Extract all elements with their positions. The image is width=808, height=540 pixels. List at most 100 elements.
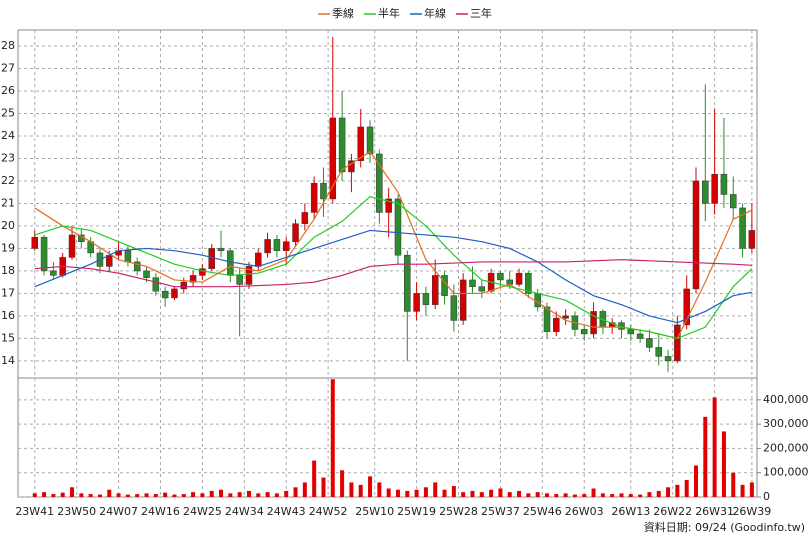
- candle-body: [590, 311, 597, 335]
- candle-body: [180, 281, 188, 290]
- candle-body: [236, 275, 243, 285]
- volume-bar: [293, 487, 298, 497]
- volume-bar: [647, 492, 652, 497]
- y-tick-label: 23: [1, 151, 15, 164]
- candle-body: [525, 272, 532, 294]
- volume-bar: [563, 493, 568, 497]
- y-tick-label: 14: [1, 354, 15, 367]
- y-tick-label: 20: [1, 219, 15, 232]
- y-tick-label: 18: [1, 264, 15, 277]
- volume-bar: [60, 492, 65, 497]
- volume-bar: [246, 490, 251, 497]
- candle-body: [357, 126, 364, 161]
- volume-bar: [153, 494, 158, 497]
- candle-body: [366, 126, 374, 155]
- y-tick-label: 22: [1, 174, 15, 187]
- volume-bar: [116, 493, 121, 497]
- candle-body: [68, 234, 76, 258]
- volume-bar: [423, 487, 428, 497]
- x-tick-label: 26W39: [732, 505, 771, 518]
- volume-bar: [666, 487, 671, 497]
- volume-bar: [395, 489, 400, 497]
- candle-body: [143, 270, 150, 278]
- x-tick-label: 24W16: [141, 505, 180, 518]
- candle-body: [450, 295, 458, 321]
- candle-body: [320, 182, 327, 200]
- volume-bar: [349, 482, 354, 497]
- candle-body: [422, 293, 430, 305]
- volume-bar: [479, 492, 484, 497]
- ma-line: [34, 196, 753, 340]
- volume-bar: [107, 489, 112, 497]
- volume-bar: [163, 492, 168, 497]
- candle-body: [106, 254, 113, 267]
- volume-bar: [591, 488, 596, 497]
- volume-bar: [638, 494, 643, 497]
- candle-body: [376, 153, 383, 213]
- y-tick-label: 28: [1, 39, 15, 52]
- volume-bar: [209, 490, 214, 497]
- y-tick-label: 21: [1, 196, 15, 209]
- candle-body: [506, 279, 513, 285]
- legend-label: 半年: [378, 6, 400, 20]
- candle-body: [40, 236, 48, 272]
- volume-bar: [693, 465, 698, 497]
- candle-body: [627, 329, 635, 335]
- volume-bar: [461, 492, 466, 497]
- candle-body: [469, 279, 476, 287]
- legend-label: 三年: [470, 6, 492, 20]
- ma-line: [34, 259, 752, 288]
- x-tick-label: 25W28: [439, 505, 478, 518]
- volume-bar: [582, 494, 587, 497]
- y2-tick-label: 300,000: [763, 417, 808, 430]
- volume-bar: [610, 494, 615, 497]
- candle-body: [748, 230, 756, 249]
- candle-body: [385, 198, 392, 213]
- volume-bar: [414, 489, 419, 497]
- volume-bar: [442, 489, 447, 497]
- candle-body: [217, 248, 225, 251]
- volume-bar: [526, 493, 531, 497]
- x-tick-label: 26W03: [565, 505, 604, 518]
- candle-body: [208, 248, 215, 269]
- volume-bar: [554, 494, 559, 497]
- volume-bar: [703, 416, 708, 497]
- volume-bar: [144, 493, 149, 497]
- candle-body: [227, 250, 234, 276]
- candle-body: [199, 268, 206, 276]
- candle-body: [730, 194, 737, 209]
- volume-bar: [70, 487, 75, 497]
- candle-body: [394, 198, 402, 256]
- candle-body: [50, 270, 57, 276]
- candle-body: [553, 317, 560, 332]
- volume-bar: [572, 494, 577, 497]
- y-tick-label: 26: [1, 84, 15, 97]
- candle-body: [255, 252, 262, 267]
- x-tick-label: 26W13: [611, 505, 650, 518]
- volume-bar: [79, 493, 84, 497]
- volume-bar: [42, 492, 47, 497]
- plot-frame: [17, 29, 758, 498]
- volume-bar: [265, 492, 270, 497]
- volume-bar: [405, 490, 410, 497]
- volume-bar: [200, 493, 205, 497]
- volume-bar: [228, 493, 233, 497]
- volume-bar: [88, 494, 93, 497]
- candle-body: [124, 250, 132, 263]
- y-tick-label: 16: [1, 309, 15, 322]
- x-tick-label: 25W37: [481, 505, 520, 518]
- volume-bar: [731, 472, 736, 497]
- x-tick-label: 24W07: [99, 505, 138, 518]
- volume-bar: [312, 460, 317, 497]
- candle-body: [580, 329, 588, 335]
- x-tick-label: 24W34: [225, 505, 264, 518]
- volume-bar: [191, 492, 196, 497]
- volume-bar: [237, 492, 242, 497]
- volume-bar: [498, 488, 503, 497]
- candle-body: [301, 212, 309, 224]
- candle-body: [562, 315, 569, 319]
- candle-body: [702, 180, 709, 204]
- volume-bar: [97, 494, 102, 497]
- candle-body: [171, 288, 178, 299]
- candle-body: [534, 293, 541, 308]
